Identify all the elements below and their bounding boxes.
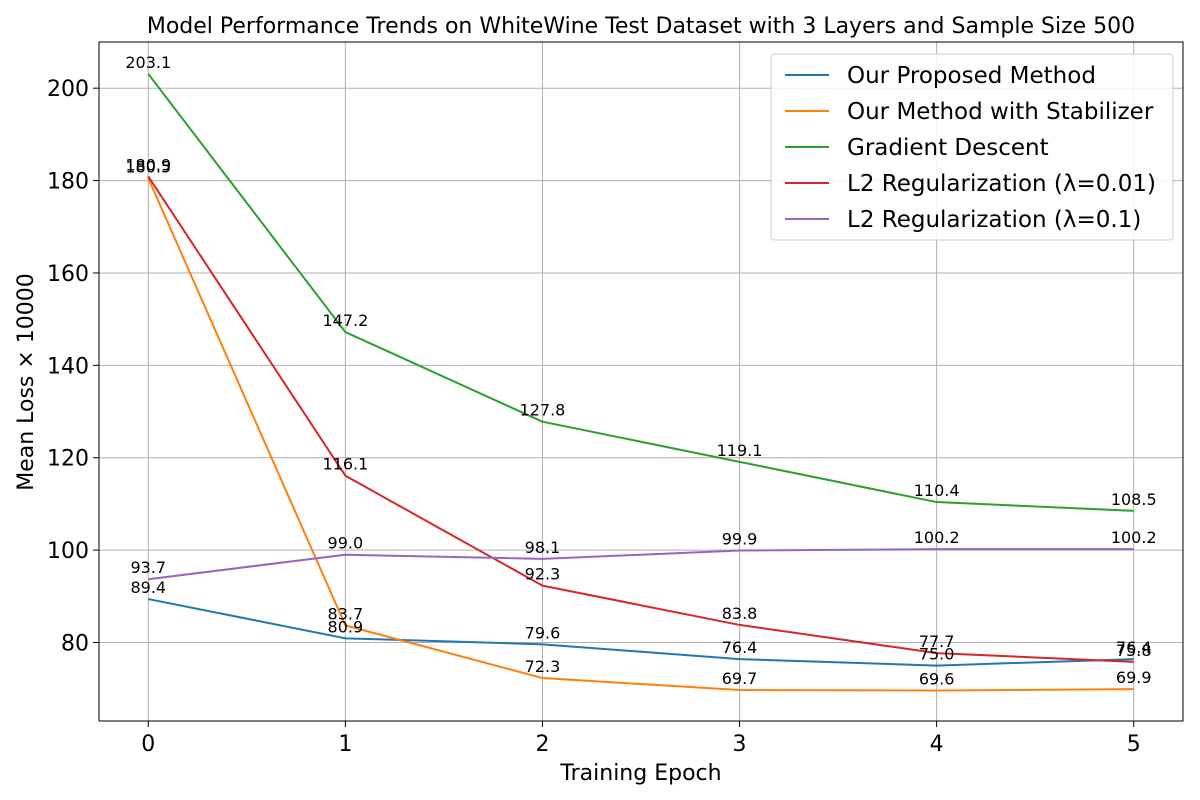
data-label: 99.9 bbox=[722, 530, 758, 549]
data-label: 108.5 bbox=[1111, 490, 1157, 509]
y-tick-label: 100 bbox=[47, 539, 89, 564]
y-tick-label: 120 bbox=[47, 447, 89, 472]
data-label: 83.8 bbox=[722, 604, 758, 623]
chart-title: Model Performance Trends on WhiteWine Te… bbox=[147, 14, 1135, 39]
series-line bbox=[147, 73, 1134, 512]
x-tick-label: 0 bbox=[141, 732, 155, 757]
x-tick-label: 1 bbox=[338, 732, 352, 757]
data-label: 100.2 bbox=[1111, 528, 1157, 547]
data-label: 69.6 bbox=[919, 670, 955, 689]
data-label: 116.1 bbox=[322, 455, 368, 474]
legend: Our Proposed Method Our Method with Stabi… bbox=[770, 53, 1174, 241]
data-label: 100.2 bbox=[914, 528, 960, 547]
legend-label: L2 Regularization (λ=0.01) bbox=[847, 171, 1156, 197]
data-labels: 89.4 80.9 79.6 76.4 75.0 76.4 180.5 83.7 72.3 69.… bbox=[125, 53, 1156, 689]
data-label: 98.1 bbox=[525, 538, 561, 557]
data-label: 77.7 bbox=[919, 632, 955, 651]
legend-label: L2 Regularization (λ=0.1) bbox=[847, 207, 1141, 233]
data-label: 72.3 bbox=[525, 657, 561, 676]
series-line bbox=[147, 175, 1134, 663]
x-tick-label: 2 bbox=[535, 732, 549, 757]
legend-label: Our Method with Stabilizer bbox=[847, 99, 1154, 125]
series-line bbox=[148, 548, 1134, 581]
y-tick-label: 160 bbox=[47, 262, 89, 287]
data-label: 80.9 bbox=[328, 617, 364, 636]
y-tick-label: 80 bbox=[61, 631, 89, 656]
plot-frame bbox=[98, 41, 1184, 722]
data-label: 79.6 bbox=[525, 623, 561, 642]
y-tick-label: 140 bbox=[47, 354, 89, 379]
series-line bbox=[148, 598, 1134, 667]
data-label: 75.8 bbox=[1116, 641, 1152, 660]
data-label: 69.7 bbox=[722, 669, 758, 688]
data-label: 99.0 bbox=[328, 534, 364, 553]
y-axis-label: Mean Loss × 10000 bbox=[14, 273, 39, 491]
legend-label: Our Proposed Method bbox=[847, 63, 1096, 89]
x-axis-ticks: 0 1 2 3 4 5 bbox=[141, 721, 1141, 757]
series-lines bbox=[147, 73, 1134, 692]
data-label: 110.4 bbox=[914, 481, 960, 500]
y-tick-label: 180 bbox=[47, 170, 89, 195]
data-label: 93.7 bbox=[130, 558, 166, 577]
data-label: 92.3 bbox=[525, 565, 561, 584]
data-label: 83.7 bbox=[328, 604, 364, 623]
data-label: 147.2 bbox=[322, 311, 368, 330]
legend-box bbox=[770, 53, 1174, 241]
data-label: 75.0 bbox=[919, 645, 955, 664]
data-label: 76.4 bbox=[1116, 638, 1152, 657]
x-axis-label: Training Epoch bbox=[559, 761, 721, 786]
data-label: 127.8 bbox=[520, 401, 566, 420]
data-label: 89.4 bbox=[130, 578, 166, 597]
data-label: 69.9 bbox=[1116, 668, 1152, 687]
x-tick-label: 4 bbox=[930, 732, 944, 757]
legend-label: Gradient Descent bbox=[847, 135, 1049, 161]
series-line bbox=[147, 177, 1134, 692]
y-axis-ticks: 80 100 120 140 160 180 200 bbox=[47, 77, 99, 656]
data-label: 76.4 bbox=[722, 638, 758, 657]
x-tick-label: 3 bbox=[733, 732, 747, 757]
x-tick-label: 5 bbox=[1127, 732, 1141, 757]
data-label: 203.1 bbox=[125, 53, 171, 72]
data-label: 119.1 bbox=[717, 441, 763, 460]
y-tick-label: 200 bbox=[47, 77, 89, 102]
data-label: 180.5 bbox=[125, 157, 171, 176]
data-label: 180.9 bbox=[125, 155, 171, 174]
